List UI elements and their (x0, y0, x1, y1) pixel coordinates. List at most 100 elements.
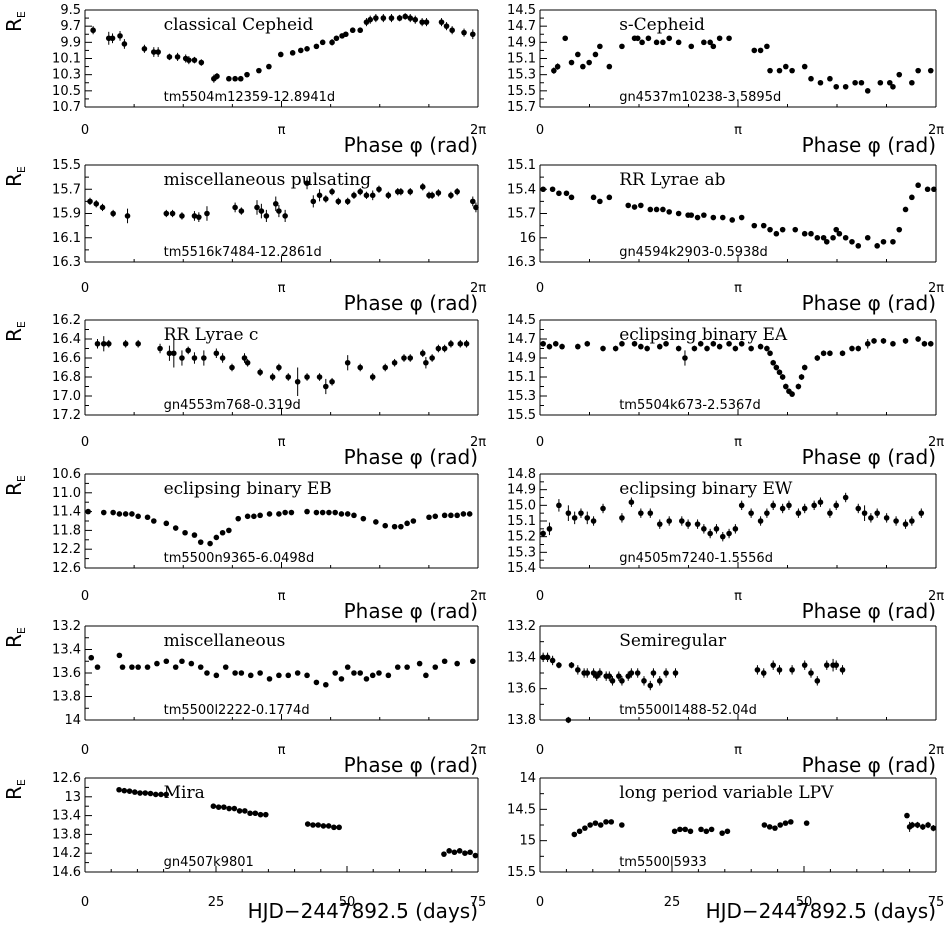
data-point (817, 499, 824, 506)
data-point (708, 826, 715, 833)
data-point (666, 35, 673, 42)
x-axis-title: Phase φ (rad) (802, 599, 936, 623)
data-point (469, 31, 476, 38)
data-point (927, 340, 934, 347)
data-point (803, 820, 810, 826)
data-point (701, 212, 707, 218)
data-point (126, 788, 133, 794)
x-tick-label: 0 (81, 743, 89, 758)
y-tick-label: 10.5 (52, 84, 81, 99)
data-point (603, 819, 609, 825)
data-point (597, 198, 603, 205)
data-point (710, 340, 717, 347)
y-tick-label: 14 (64, 713, 81, 728)
y-tick-label: 14.7 (507, 332, 536, 347)
data-point (304, 672, 310, 679)
data-point (823, 238, 830, 245)
data-point (549, 657, 556, 664)
data-point (697, 340, 704, 347)
data-point (732, 345, 739, 352)
data-point (713, 526, 720, 532)
data-point (584, 340, 591, 347)
data-point (656, 343, 663, 350)
data-point (925, 822, 931, 828)
data-point (304, 821, 311, 827)
data-point (360, 515, 367, 522)
data-point (163, 658, 170, 665)
data-point (247, 810, 253, 817)
star-id-label: gn4553m768-0.319d (164, 398, 301, 413)
data-point (319, 509, 326, 516)
data-point (575, 667, 581, 673)
data-point (915, 336, 921, 342)
data-point (344, 511, 351, 517)
data-point (729, 217, 736, 223)
x-tick-label: 2π (928, 435, 944, 450)
y-tick-label: 17.0 (52, 389, 81, 404)
data-point (776, 667, 783, 673)
data-point (754, 667, 761, 673)
data-point (226, 527, 232, 534)
data-point (219, 529, 226, 536)
data-point (609, 678, 616, 684)
data-point (163, 210, 170, 217)
y-tick-label: 15 (519, 834, 536, 849)
panel-title: Semiregular (619, 631, 727, 651)
data-point (407, 15, 414, 21)
x-axis-title: Phase φ (rad) (802, 753, 936, 777)
data-point (764, 510, 770, 516)
y-tick-label: 15.9 (52, 207, 81, 222)
data-point (119, 664, 126, 670)
data-point (562, 35, 569, 42)
data-point (369, 672, 376, 679)
data-point (666, 518, 673, 524)
data-point (236, 808, 243, 814)
data-point (732, 526, 739, 532)
x-tick-label: 25 (664, 895, 681, 910)
data-point (129, 664, 135, 670)
panel-title: eclipsing binary EA (619, 325, 788, 345)
data-point (116, 652, 123, 659)
data-point (701, 39, 707, 46)
data-point (817, 79, 824, 86)
data-point (770, 662, 776, 668)
data-point (789, 391, 795, 397)
data-point (795, 383, 802, 390)
x-tick-label: 0 (81, 435, 89, 450)
data-point (241, 355, 248, 361)
data-point (262, 811, 269, 818)
data-point (204, 670, 210, 676)
data-point (656, 521, 663, 527)
y-tick-label: 12.6 (52, 561, 81, 576)
data-point (587, 822, 593, 828)
data-point (333, 35, 340, 42)
y-axis-title: RE (2, 321, 28, 342)
data-point (716, 343, 723, 350)
data-point (198, 59, 205, 66)
data-point (606, 63, 613, 70)
data-point (675, 39, 682, 46)
y-tick-label: 9.9 (60, 35, 81, 50)
data-point (235, 515, 242, 522)
data-point (257, 811, 264, 818)
data-point (546, 526, 553, 532)
data-point (338, 511, 345, 517)
data-point (801, 230, 808, 237)
data-point (357, 27, 364, 34)
data-point (688, 43, 695, 50)
data-point (628, 499, 635, 506)
data-point (921, 340, 928, 347)
data-point (568, 662, 575, 668)
data-point (660, 206, 666, 213)
data-point (329, 188, 335, 195)
y-tick-label: 15.0 (507, 498, 536, 513)
data-point (801, 505, 808, 512)
data-point (770, 502, 776, 509)
data-point (329, 39, 335, 46)
data-point (608, 819, 615, 825)
data-point (767, 67, 773, 74)
panel-title: RR Lyrae c (164, 325, 259, 345)
data-point (597, 822, 604, 828)
